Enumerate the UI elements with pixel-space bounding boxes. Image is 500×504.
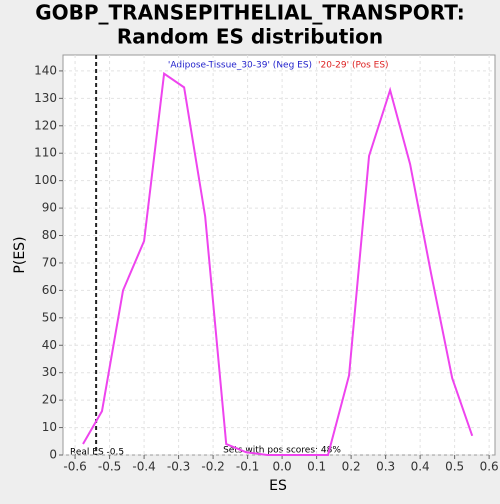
pos-label: '20-29' (Pos ES) <box>318 61 389 71</box>
x-tick-label: -0.2 <box>201 460 224 474</box>
chart-subtitle: Random ES distribution <box>117 25 383 49</box>
x-tick-label: -0.1 <box>236 460 259 474</box>
y-tick-label: 140 <box>34 63 57 77</box>
x-tick-label: 0.4 <box>411 460 430 474</box>
x-tick-label: 0.2 <box>342 460 361 474</box>
y-axis-label: P(ES) <box>12 236 28 273</box>
y-tick-label: 120 <box>34 118 57 132</box>
y-tick-label: 50 <box>42 310 57 324</box>
y-tick-label: 10 <box>42 420 57 434</box>
y-tick-label: 130 <box>34 91 57 105</box>
y-tick-label: 30 <box>42 365 57 379</box>
y-tick-label: 60 <box>42 283 57 297</box>
x-tick-label: 0.5 <box>445 460 464 474</box>
series-line <box>82 71 474 456</box>
x-tick-label: 0.0 <box>273 460 292 474</box>
x-tick-label: -0.4 <box>132 460 155 474</box>
pos-scores-note: Sets with pos scores: 48% <box>223 446 341 456</box>
y-tick-label: 40 <box>42 338 57 352</box>
x-tick-label: -0.3 <box>167 460 190 474</box>
y-tick-label: 0 <box>49 448 57 462</box>
x-tick-label: 0.1 <box>307 460 326 474</box>
neg-label: 'Adipose-Tissue_30-39' (Neg ES) <box>168 61 312 71</box>
real-es-label: Real ES -0.5 <box>70 448 124 458</box>
plot-area <box>62 54 496 456</box>
chart-title: GOBP_TRANSEPITHELIAL_TRANSPORT: <box>35 1 465 25</box>
x-tick-label: -0.6 <box>63 460 86 474</box>
x-tick-label: -0.5 <box>98 460 121 474</box>
y-tick-label: 70 <box>42 255 57 269</box>
x-tick-label: 0.6 <box>480 460 499 474</box>
x-axis-label: ES <box>269 478 287 494</box>
y-tick-label: 110 <box>34 146 57 160</box>
y-tick-label: 90 <box>42 201 57 215</box>
y-tick-label: 100 <box>34 173 57 187</box>
y-tick-label: 80 <box>42 228 57 242</box>
y-tick-label: 20 <box>42 393 57 407</box>
x-tick-label: 0.3 <box>376 460 395 474</box>
